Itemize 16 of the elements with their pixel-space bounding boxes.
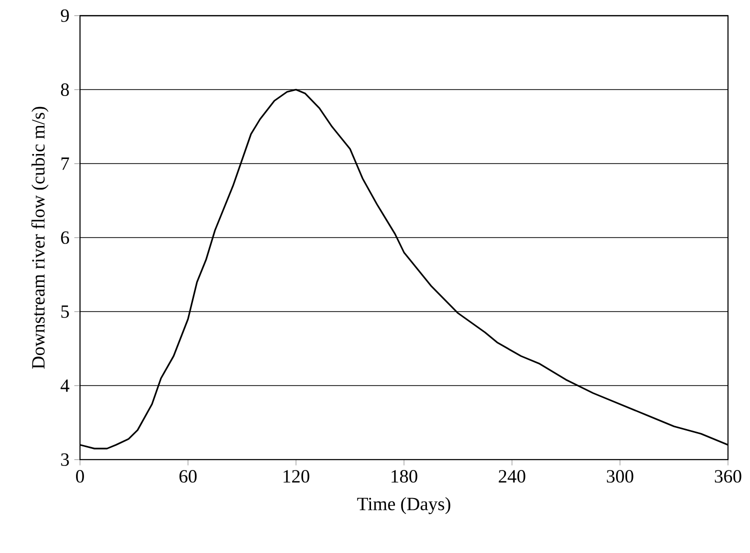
y-tick-label: 4 — [60, 380, 70, 392]
y-tick-label: 9 — [60, 9, 69, 22]
x-tick-label: 60 — [179, 470, 197, 483]
y-tick-label: 7 — [62, 158, 70, 170]
y-tick-label: 6 — [61, 231, 70, 244]
x-tick-label: 120 — [284, 470, 310, 483]
x-tick-label: 180 — [392, 470, 418, 483]
x-tick-label: 0 — [76, 470, 84, 483]
y-tick-label: 8 — [60, 83, 69, 96]
x-axis-title: Time (Days) — [357, 497, 450, 514]
x-tick-label: 360 — [714, 470, 742, 483]
y-tick-label: 3 — [61, 453, 69, 466]
x-tick-label: 240 — [498, 470, 526, 483]
y-tick-label: 5 — [61, 305, 69, 318]
x-tick-label: 300 — [606, 470, 634, 483]
y-axis-title: Downstream river flow (cubic m/s) — [31, 106, 48, 369]
